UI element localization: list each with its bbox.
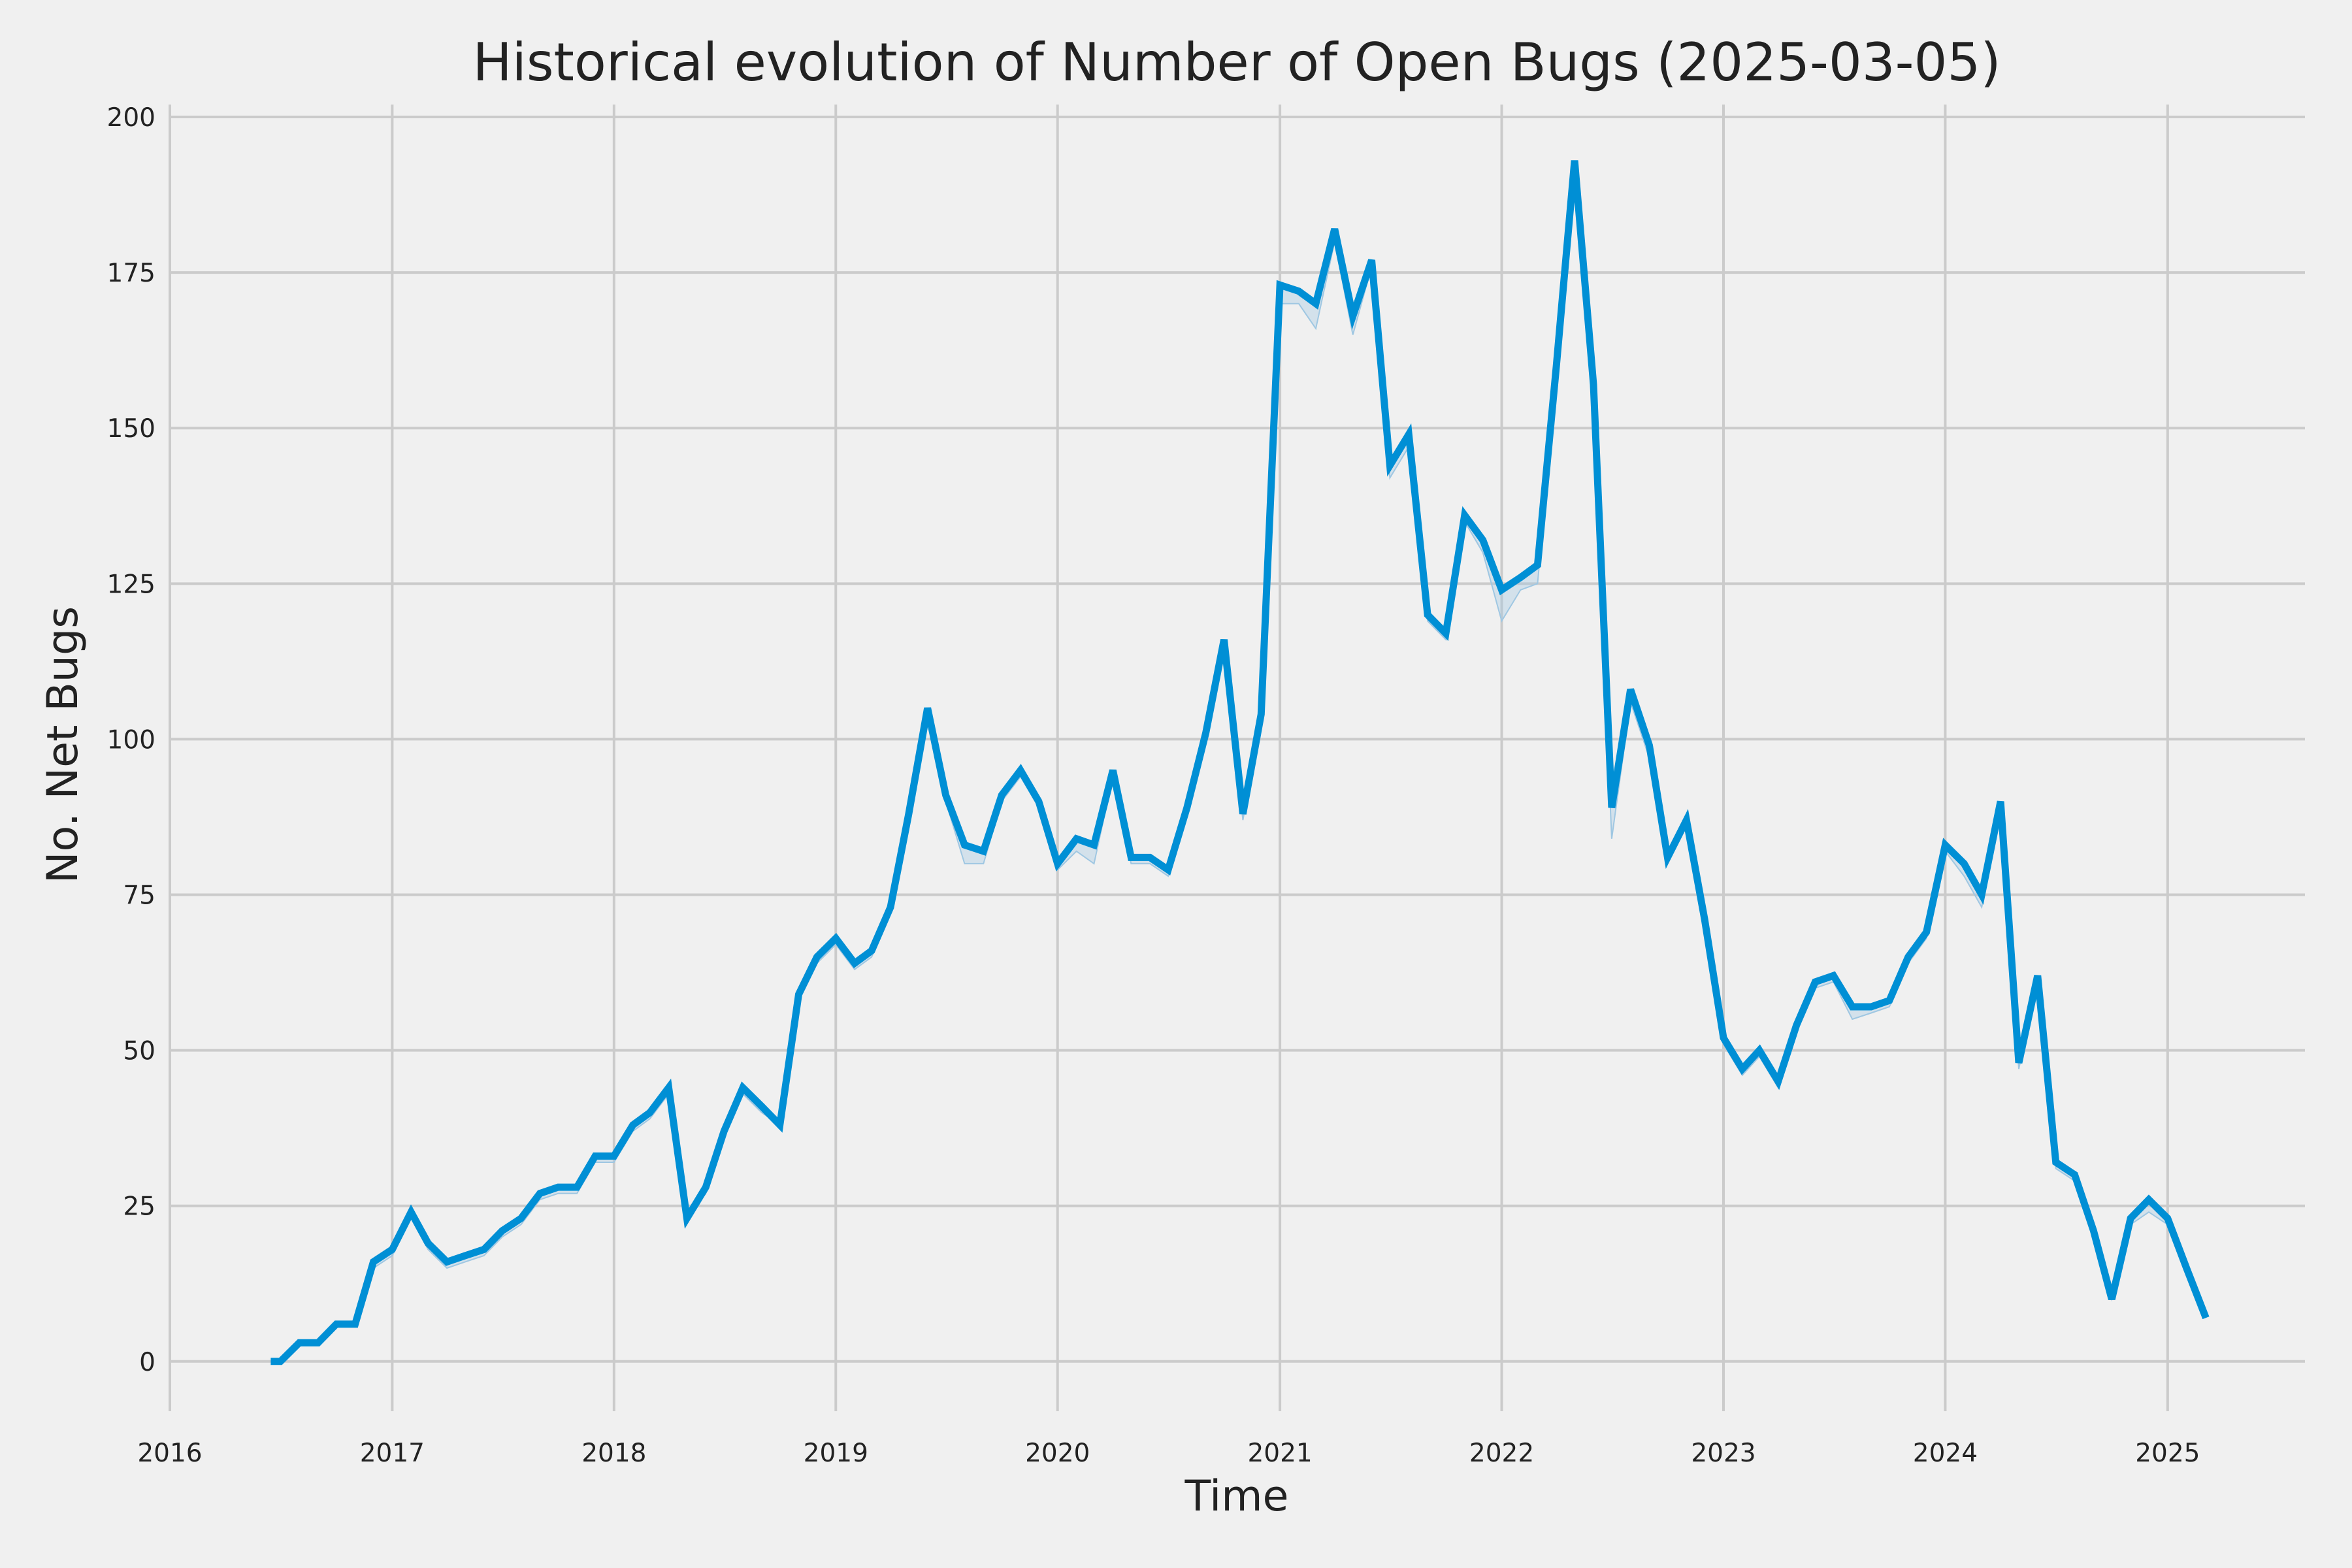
x-tick-labels: 2016 2017 2018 2019 2020 2021 2022 2023 2024 2025 (137, 1439, 2200, 1468)
x-tick-label: 2016 (137, 1439, 202, 1468)
y-tick-label: 100 (107, 725, 155, 755)
x-tick-label: 2020 (1025, 1439, 1090, 1468)
y-tick-labels: 0 25 50 75 100 125 150 175 200 (107, 103, 155, 1377)
y-tick-label: 50 (123, 1037, 155, 1066)
x-tick-label: 2019 (804, 1439, 868, 1468)
x-tick-label: 2023 (1691, 1439, 1756, 1468)
y-tick-label: 175 (107, 259, 155, 288)
chart-title: Historical evolution of Number of Open B… (472, 32, 2001, 93)
x-axis-title: Time (1184, 1472, 1288, 1521)
x-tick-label: 2024 (1913, 1439, 1978, 1468)
x-tick-label: 2018 (581, 1439, 646, 1468)
series-line (270, 160, 2210, 1365)
x-tick-label: 2025 (2135, 1439, 2200, 1468)
y-axis-title: No. Net Bugs (39, 606, 88, 883)
y-tick-label: 125 (107, 570, 155, 599)
x-tick-label: 2017 (360, 1439, 425, 1468)
x-tick-label: 2022 (1469, 1439, 1534, 1468)
series-group (270, 160, 2210, 1365)
y-tick-label: 150 (107, 414, 155, 444)
y-tick-label: 75 (123, 881, 155, 911)
y-tick-label: 0 (139, 1348, 155, 1377)
y-tick-label: 200 (107, 103, 155, 133)
x-tick-label: 2021 (1247, 1439, 1312, 1468)
y-tick-label: 25 (123, 1192, 155, 1222)
